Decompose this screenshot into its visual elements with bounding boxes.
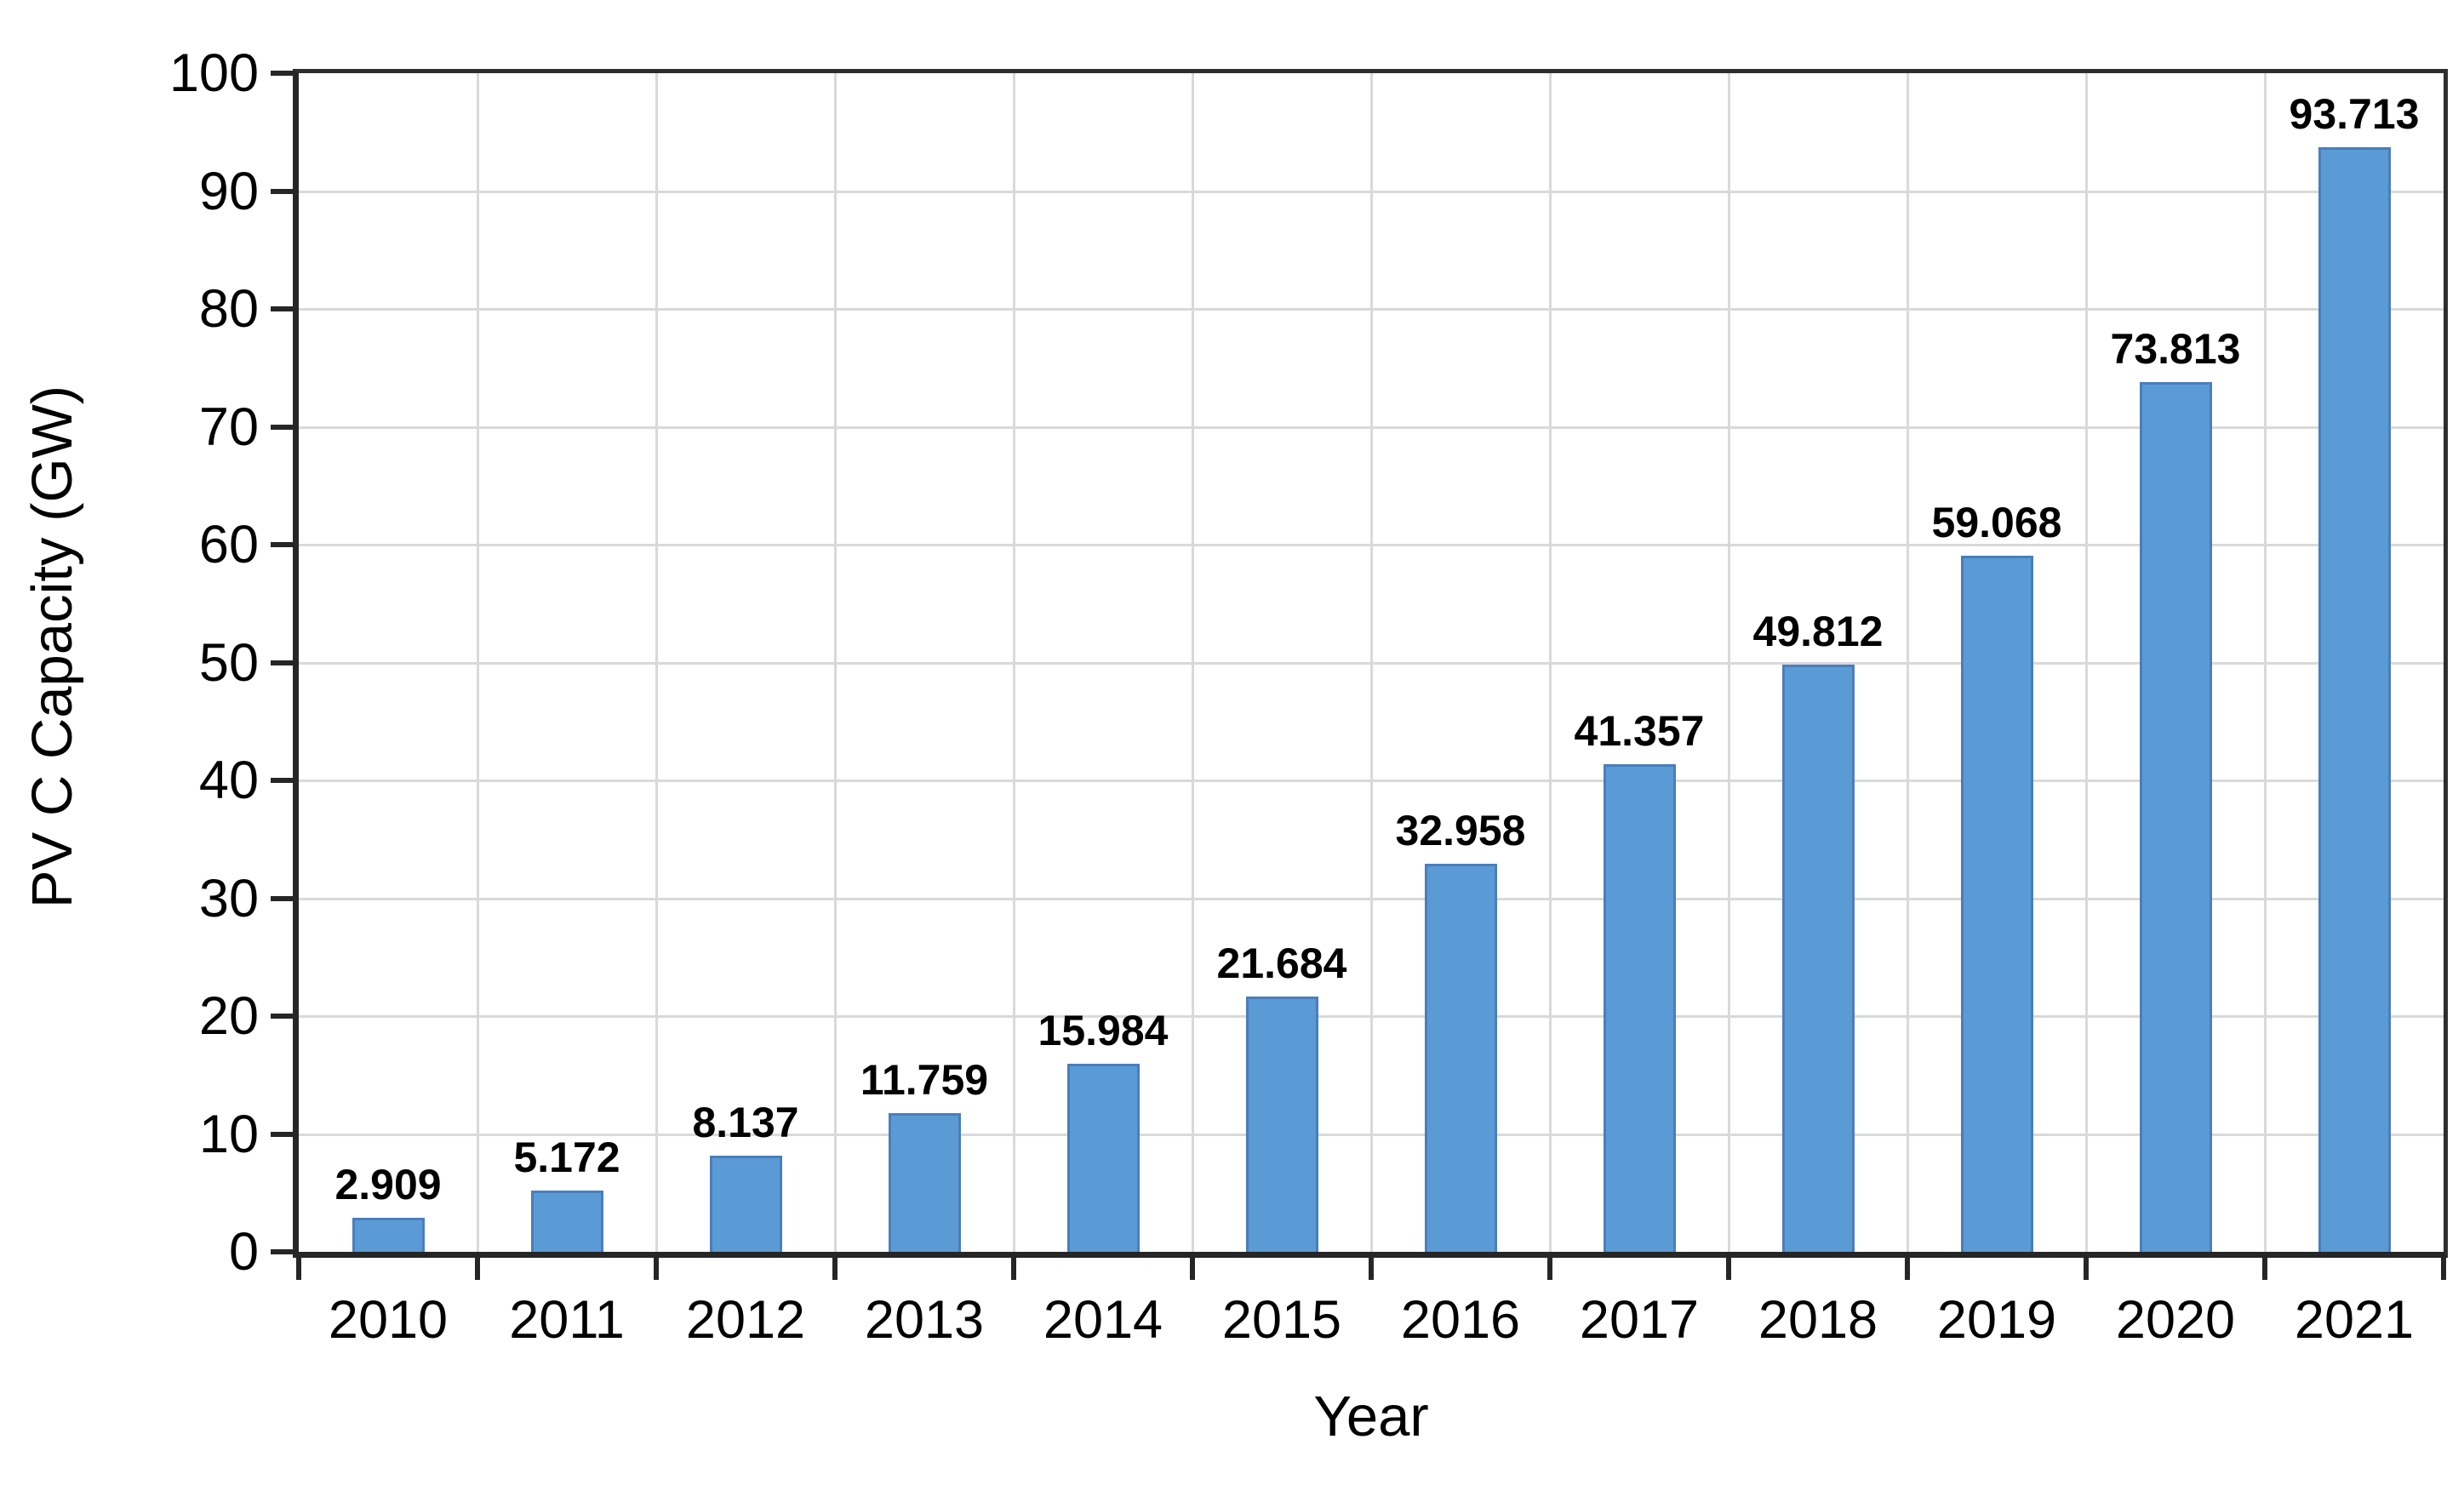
y-tick-mark-60: [271, 542, 293, 547]
y-tick-label-40: 40: [198, 751, 259, 810]
y-tick-label-20: 20: [198, 986, 259, 1046]
v-gridline-9: [1907, 73, 1909, 1252]
x-tick-label-2014: 2014: [1043, 1290, 1163, 1350]
x-tick-mark-7: [1547, 1258, 1552, 1280]
bar-2010: [352, 1218, 425, 1252]
x-tick-label-2018: 2018: [1758, 1290, 1878, 1350]
x-tick-mark-11: [2262, 1258, 2267, 1280]
y-tick-label-50: 50: [198, 632, 259, 693]
x-tick-mark-12: [2441, 1258, 2446, 1280]
y-tick-mark-10: [271, 1131, 293, 1137]
y-tick-mark-40: [271, 778, 293, 783]
y-tick-label-10: 10: [198, 1104, 259, 1164]
x-tick-mark-9: [1905, 1258, 1910, 1280]
bar-2013: [888, 1113, 961, 1252]
value-label-2017: 41.357: [1574, 707, 1705, 756]
v-gridline-10: [2085, 73, 2088, 1252]
x-tick-label-2021: 2021: [2294, 1290, 2415, 1350]
v-gridline-3: [834, 73, 837, 1252]
x-tick-mark-1: [475, 1258, 480, 1280]
bar-2018: [1781, 665, 1855, 1252]
value-label-2012: 8.137: [692, 1099, 799, 1147]
x-tick-label-2019: 2019: [1936, 1290, 2057, 1350]
y-tick-label-90: 90: [198, 161, 259, 221]
x-tick-label-2012: 2012: [685, 1290, 806, 1350]
x-tick-mark-8: [1726, 1258, 1731, 1280]
x-tick-mark-3: [832, 1258, 838, 1280]
x-tick-label-2017: 2017: [1579, 1290, 1700, 1350]
value-label-2019: 59.068: [1931, 498, 2062, 546]
v-gridline-11: [2264, 73, 2267, 1252]
y-tick-mark-30: [271, 895, 293, 901]
bar-2017: [1603, 764, 1676, 1252]
value-label-2011: 5.172: [513, 1134, 620, 1182]
value-label-2018: 49.812: [1752, 608, 1884, 656]
bar-2011: [530, 1191, 603, 1252]
bar-2020: [2139, 382, 2212, 1252]
y-tick-label-80: 80: [198, 279, 259, 339]
x-tick-mark-6: [1369, 1258, 1374, 1280]
x-tick-mark-10: [2084, 1258, 2089, 1280]
x-tick-label-2013: 2013: [864, 1290, 985, 1350]
bar-2021: [2318, 147, 2391, 1252]
x-tick-label-2020: 2020: [2115, 1290, 2236, 1350]
v-gridline-7: [1549, 73, 1552, 1252]
value-label-2013: 11.759: [860, 1056, 989, 1105]
y-tick-label-60: 60: [198, 515, 259, 574]
v-gridline-5: [1192, 73, 1194, 1252]
y-tick-label-0: 0: [228, 1222, 259, 1282]
value-label-2020: 73.813: [2110, 324, 2241, 373]
y-tick-label-100: 100: [169, 43, 259, 103]
x-tick-mark-5: [1190, 1258, 1195, 1280]
v-gridline-8: [1728, 73, 1730, 1252]
x-tick-label-2011: 2011: [509, 1290, 625, 1350]
value-label-2010: 2.909: [334, 1160, 442, 1208]
bar-2016: [1424, 864, 1497, 1252]
v-gridline-1: [477, 73, 479, 1252]
x-tick-label-2010: 2010: [328, 1290, 449, 1350]
value-label-2014: 15.984: [1038, 1006, 1169, 1054]
y-tick-mark-20: [271, 1014, 293, 1019]
bar-2019: [1960, 556, 2033, 1252]
x-axis-title: Year: [1313, 1385, 1429, 1448]
bar-2015: [1245, 997, 1318, 1252]
plot-area: [293, 69, 2448, 1258]
bar-2014: [1066, 1064, 1140, 1252]
v-gridline-6: [1370, 73, 1373, 1252]
bar-2012: [709, 1156, 782, 1252]
y-tick-mark-50: [271, 660, 293, 665]
x-tick-mark-4: [1011, 1258, 1016, 1280]
y-tick-mark-100: [271, 71, 293, 76]
y-tick-mark-0: [271, 1249, 293, 1254]
y-tick-mark-80: [271, 306, 293, 311]
x-tick-label-2016: 2016: [1400, 1290, 1521, 1350]
value-label-2021: 93.713: [2289, 90, 2420, 139]
value-label-2016: 32.958: [1395, 806, 1526, 854]
y-tick-mark-70: [271, 424, 293, 430]
v-gridline-4: [1013, 73, 1015, 1252]
v-gridline-2: [655, 73, 658, 1252]
x-tick-mark-2: [654, 1258, 659, 1280]
value-label-2015: 21.684: [1216, 939, 1347, 987]
x-tick-label-2015: 2015: [1221, 1290, 1342, 1350]
x-tick-mark-0: [296, 1258, 301, 1280]
y-tick-label-70: 70: [198, 397, 259, 457]
y-tick-label-30: 30: [198, 868, 259, 928]
y-tick-mark-90: [271, 188, 293, 194]
